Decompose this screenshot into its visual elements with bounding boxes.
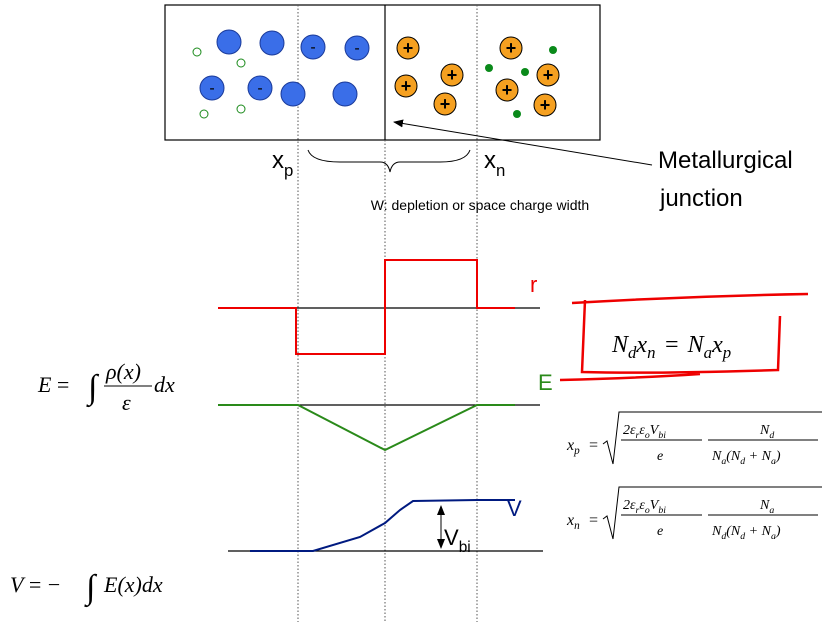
radical (602, 486, 822, 540)
radical (602, 411, 822, 465)
svg-text:E=: E = (37, 372, 70, 397)
hole (199, 109, 209, 119)
particles: - - - - + + + + + + + + (192, 29, 560, 119)
charge-sign: + (540, 95, 551, 115)
xn-equation: xn = 2εrεoVbi e Na Nd(Nd + Na) (566, 486, 822, 542)
field-label: E (538, 370, 553, 395)
formula-text: = (588, 512, 599, 529)
acceptor-ion (247, 75, 273, 101)
hand-box (559, 292, 809, 382)
e-equation: E = ∫ ρ(x) ε dx (37, 359, 175, 415)
width-label: W: depletion or space charge width (371, 197, 589, 213)
svg-text:dx: dx (154, 372, 175, 397)
balance-eq: Ndxn = Naxp (611, 332, 731, 362)
charge-sign: + (447, 65, 458, 85)
acceptor-ion (300, 34, 326, 60)
formula-text: e (657, 449, 663, 464)
svg-text:E(x)dx: E(x)dx (103, 572, 163, 597)
charge-sign: + (506, 38, 517, 58)
donor-ion (499, 36, 523, 60)
formula-text: Na (759, 498, 774, 516)
electron (521, 68, 529, 76)
junction-label: junction (659, 185, 743, 212)
electron (485, 64, 493, 72)
donor-ion (433, 92, 457, 116)
acceptor-ion (332, 81, 358, 107)
formula-text: Na(Nd + Na) (711, 449, 781, 467)
xp-label: xp (272, 147, 293, 180)
v-equation: V = − ∫ E(x)dx (10, 569, 163, 608)
charge-sign: - (209, 80, 214, 97)
svg-text:∫: ∫ (84, 569, 98, 608)
charge-sign: + (502, 80, 513, 100)
svg-text:∫: ∫ (86, 369, 100, 408)
potential-label: V (507, 496, 522, 521)
charge-sign: + (440, 94, 451, 114)
acceptor-ion (199, 75, 225, 101)
formula-text: 2εrεoVbi (623, 423, 666, 441)
charge-sign: + (401, 76, 412, 96)
rho-label: r (530, 272, 537, 297)
arrow (393, 119, 653, 166)
acceptor-ion (280, 81, 306, 107)
formula-text: xn (566, 512, 580, 532)
charge-sign: - (257, 80, 262, 97)
charge-sign: + (403, 38, 414, 58)
charge-sign: + (543, 65, 554, 85)
formula-text: = (588, 437, 599, 454)
xp-equation: xp = 2εrεoVbi e Nd Na(Nd + Na) (566, 411, 822, 467)
hole (192, 47, 202, 57)
potential-curve (250, 499, 515, 552)
formula-text: Nd(Nd + Na) (711, 524, 781, 542)
charge-sign: - (310, 39, 315, 56)
acceptor-ion (344, 35, 370, 61)
donor-ion (440, 63, 464, 87)
charge-curve (218, 259, 515, 355)
electron (549, 46, 557, 54)
electron (513, 110, 521, 118)
hole (236, 104, 246, 114)
xn-label: xn (484, 147, 505, 180)
vbi-label: Vbi (444, 525, 471, 556)
donor-ion (533, 93, 557, 117)
acceptor-ion (216, 29, 242, 55)
donor-ion (495, 78, 519, 102)
svg-text:ρ(x): ρ(x) (105, 359, 141, 384)
acceptor-ion (259, 30, 285, 56)
field-curve (218, 404, 515, 452)
formula-text: xp (566, 437, 580, 457)
donor-ion (536, 63, 560, 87)
guides (297, 5, 478, 622)
hole (236, 58, 246, 68)
svg-text:ε: ε (122, 390, 131, 415)
formula-text: Nd (759, 423, 774, 441)
junction-box (164, 4, 601, 141)
charge-sign: - (354, 40, 359, 57)
metallurgical-label: Metallurgical (658, 147, 793, 174)
formula-text: 2εrεoVbi (623, 498, 666, 516)
donor-ion (396, 36, 420, 60)
svg-text:V=−: V = − (10, 572, 61, 597)
donor-ion (394, 74, 418, 98)
formula-text: e (657, 524, 663, 539)
brace (307, 149, 471, 173)
